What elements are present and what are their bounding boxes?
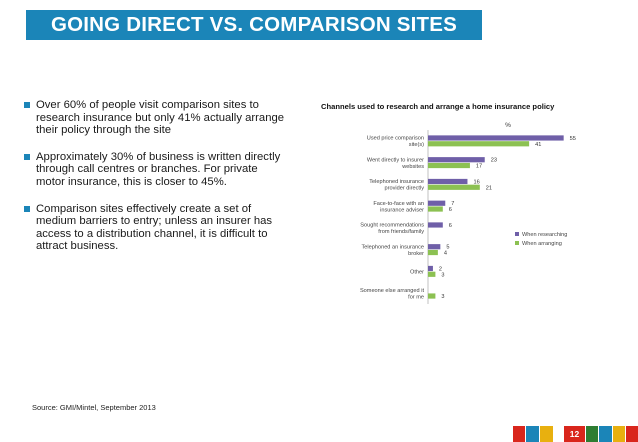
footer-block bbox=[540, 426, 553, 442]
bar-researching bbox=[428, 244, 441, 250]
bullet-text: Approximately 30% of business is written… bbox=[36, 150, 281, 188]
bar-researching bbox=[428, 222, 443, 228]
footer-block bbox=[599, 426, 612, 442]
bar-arranging bbox=[428, 293, 436, 299]
data-label: 6 bbox=[449, 207, 452, 213]
footer-block bbox=[613, 426, 625, 442]
bullet-square-icon bbox=[24, 153, 30, 160]
data-label: 3 bbox=[441, 294, 444, 300]
legend-label: When researching bbox=[522, 232, 567, 238]
bullet-item: Comparison sites effectively create a se… bbox=[24, 203, 288, 253]
data-label: 17 bbox=[476, 164, 482, 170]
bullet-square-icon bbox=[24, 205, 30, 212]
data-label: 5 bbox=[446, 245, 449, 251]
chart-title: Channels used to research and arrange a … bbox=[321, 102, 555, 111]
bar-researching bbox=[428, 135, 564, 141]
footer-block bbox=[626, 426, 638, 442]
bar-researching bbox=[428, 178, 468, 185]
data-label: 16 bbox=[473, 179, 479, 185]
data-label: 7 bbox=[451, 201, 454, 207]
category-label: Went directly to insurer websites bbox=[367, 157, 424, 169]
data-label: 23 bbox=[491, 158, 497, 164]
data-label: 2 bbox=[439, 266, 442, 272]
bar-arranging bbox=[428, 206, 443, 212]
category-label: Face-to-face with an insurance adviser bbox=[373, 201, 424, 213]
footer-block bbox=[586, 426, 598, 442]
footer-color-strip: 12 bbox=[513, 426, 638, 442]
category-label: Telephoned insurance provider directly bbox=[369, 179, 424, 191]
category-label: Telephoned an insurance broker bbox=[361, 244, 424, 256]
bar-arranging bbox=[428, 141, 530, 147]
category-label: Someone else arranged it for me bbox=[360, 288, 425, 300]
slide-title: GOING DIRECT VS. COMPARISON SITES bbox=[26, 10, 482, 40]
bar-researching bbox=[428, 157, 485, 163]
bullet-text: Over 60% of people visit comparison site… bbox=[36, 99, 285, 137]
source-note: Source: GMI/Mintel, September 2013 bbox=[32, 403, 156, 412]
bullet-list: Over 60% of people visit comparison site… bbox=[24, 99, 288, 267]
data-label: 21 bbox=[486, 185, 492, 191]
footer-block bbox=[526, 426, 539, 442]
bar-arranging bbox=[428, 271, 436, 277]
category-label: Other bbox=[410, 269, 424, 275]
data-label: 3 bbox=[441, 272, 444, 278]
data-label: 55 bbox=[570, 136, 576, 142]
bar-arranging bbox=[428, 162, 470, 169]
page-number: 12 bbox=[564, 426, 585, 442]
bar-arranging bbox=[428, 249, 438, 256]
bullet-square-icon bbox=[24, 102, 30, 108]
data-label: 4 bbox=[444, 251, 447, 257]
footer-block bbox=[513, 426, 525, 442]
bullet-text: Comparison sites effectively create a se… bbox=[36, 202, 273, 253]
legend-swatch-arranging bbox=[515, 241, 519, 245]
category-label: Sought recommendations from friends/famil… bbox=[360, 223, 424, 235]
data-label: 6 bbox=[449, 223, 452, 229]
bullet-item: Over 60% of people visit comparison site… bbox=[24, 99, 288, 137]
bar-chart: % Used price comparison site(s) 55 41 Went di… bbox=[360, 122, 576, 304]
unit-label: % bbox=[505, 122, 511, 129]
bar-researching bbox=[428, 200, 446, 206]
bar-researching bbox=[428, 265, 433, 272]
legend-swatch-researching bbox=[515, 232, 519, 236]
bullet-item: Approximately 30% of business is written… bbox=[24, 151, 288, 189]
bar-arranging bbox=[428, 184, 480, 190]
data-label: 41 bbox=[535, 142, 541, 148]
category-label: Used price comparison site(s) bbox=[367, 136, 424, 148]
legend-label: When arranging bbox=[522, 241, 562, 247]
